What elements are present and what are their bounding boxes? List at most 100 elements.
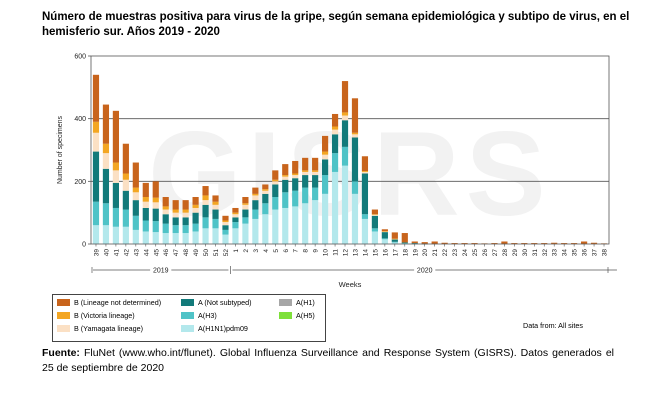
bar-segment-week-18 (401, 242, 408, 244)
bar-segment-week-9 (312, 157, 319, 171)
bar-segment-week-41 (112, 170, 119, 183)
bar-segment-week-52 (222, 225, 229, 230)
bar-segment-week-5 (272, 197, 279, 210)
bar-segment-week-5 (272, 209, 279, 244)
x-tick-label: 16 (382, 249, 389, 257)
bar-segment-week-20 (421, 242, 428, 244)
bar-segment-week-11 (331, 171, 339, 244)
bar-segment-week-43 (132, 229, 139, 244)
bar-segment-week-39 (92, 225, 100, 244)
bar-segment-week-10 (322, 151, 329, 155)
bar-segment-week-5 (272, 184, 279, 197)
bar-segment-week-47 (172, 225, 179, 234)
x-tick-label: 20 (422, 249, 429, 257)
bar-segment-week-43 (132, 187, 139, 193)
bar-segment-week-3 (252, 187, 259, 194)
x-tick-label: 39 (93, 249, 100, 257)
legend-label: A(H5) (296, 311, 315, 320)
legend-label: A(H1) (296, 298, 315, 307)
bar-segment-week-16 (381, 239, 388, 244)
bar-segment-week-42 (122, 173, 129, 180)
bar-segment-week-49 (192, 197, 199, 205)
bar-segment-week-17 (391, 239, 398, 242)
bar-segment-week-2 (242, 203, 249, 205)
x-tick-label: 48 (183, 249, 190, 257)
bar-segment-week-3 (252, 209, 259, 219)
x-tick-label: 41 (113, 249, 120, 257)
bar-segment-week-13 (351, 193, 359, 244)
bar-segment-week-50 (202, 200, 209, 205)
bar-segment-week-47 (172, 217, 179, 226)
year-label: 2020 (417, 268, 433, 275)
bar-segment-week-14 (361, 170, 369, 172)
bar-segment-week-45 (152, 197, 159, 203)
bar-segment-week-40 (102, 168, 110, 204)
x-tick-label: 23 (452, 249, 459, 257)
x-tick-label: 46 (163, 249, 170, 257)
footer-text: FluNet (www.who.int/flunet). Global Infl… (42, 347, 614, 374)
bar-segment-week-10 (322, 193, 329, 244)
x-tick-label: 25 (472, 249, 479, 257)
bar-segment-week-43 (132, 192, 139, 201)
legend-item: A(H1N1)pdm09 (181, 324, 248, 333)
bar-segment-week-41 (112, 226, 119, 244)
bar-segment-week-51 (212, 228, 219, 244)
plot-frame (90, 55, 610, 245)
bar-segment-week-5 (272, 170, 279, 180)
bar-segment-week-17 (391, 238, 398, 240)
bar-segment-week-3 (252, 200, 259, 210)
bar-segment-week-47 (172, 212, 179, 218)
bar-segment-week-48 (182, 209, 189, 213)
legend-label: B (Victoria lineage) (74, 311, 135, 320)
bar-segment-week-7 (292, 173, 299, 176)
bar-segment-week-47 (172, 209, 179, 213)
bar-segment-week-14 (361, 218, 369, 244)
bar-segment-week-37 (590, 242, 598, 244)
x-tick-label: 26 (482, 249, 489, 257)
legend-swatch (57, 325, 70, 332)
bar-segment-week-6 (282, 179, 289, 193)
bar-segment-week-1 (232, 228, 239, 244)
bar-segment-week-11 (331, 153, 339, 172)
x-tick-label: 9 (313, 249, 320, 253)
x-tick-label: 43 (133, 249, 140, 257)
bar-segment-week-14 (361, 171, 369, 174)
bar-segment-week-41 (112, 162, 119, 171)
bar-segment-week-44 (142, 231, 149, 244)
bar-segment-week-28 (501, 241, 508, 244)
bar-segment-week-11 (331, 113, 339, 127)
bar-segment-week-46 (162, 197, 169, 207)
x-tick-label: 11 (333, 249, 340, 256)
bar-segment-week-42 (122, 190, 129, 210)
bar-segment-week-1 (232, 207, 239, 213)
bar-segment-week-49 (192, 223, 199, 232)
x-tick-label: 27 (492, 249, 499, 257)
bar-segment-week-11 (331, 134, 339, 154)
bar-segment-week-51 (212, 218, 219, 229)
bar-segment-week-47 (172, 233, 179, 244)
legend-label: A(H3) (198, 311, 217, 320)
year-label: 2019 (153, 268, 169, 275)
bar-segment-week-17 (391, 232, 398, 239)
bar-segment-week-49 (192, 212, 199, 224)
bar-segment-week-15 (371, 215, 378, 229)
bar-segment-week-31 (531, 243, 538, 244)
bar-segment-week-45 (152, 221, 159, 233)
bar-segment-week-12 (341, 81, 349, 113)
legend-swatch (279, 299, 292, 306)
x-tick-label: 2 (243, 249, 250, 253)
bar-segment-week-12 (341, 146, 349, 166)
x-tick-label: 34 (562, 249, 569, 257)
x-tick-label: 12 (343, 249, 350, 257)
bar-segment-week-46 (162, 209, 169, 215)
x-tick-label: 5 (273, 249, 280, 253)
bar-segment-week-8 (302, 187, 309, 204)
bar-segment-week-1 (232, 217, 239, 223)
bar-segment-week-50 (202, 186, 209, 196)
x-tick-label: 6 (283, 249, 290, 253)
bar-segment-week-15 (371, 228, 378, 232)
bar-segment-week-15 (371, 214, 378, 215)
bar-segment-week-47 (172, 200, 179, 210)
x-tick-label: 44 (143, 249, 150, 257)
